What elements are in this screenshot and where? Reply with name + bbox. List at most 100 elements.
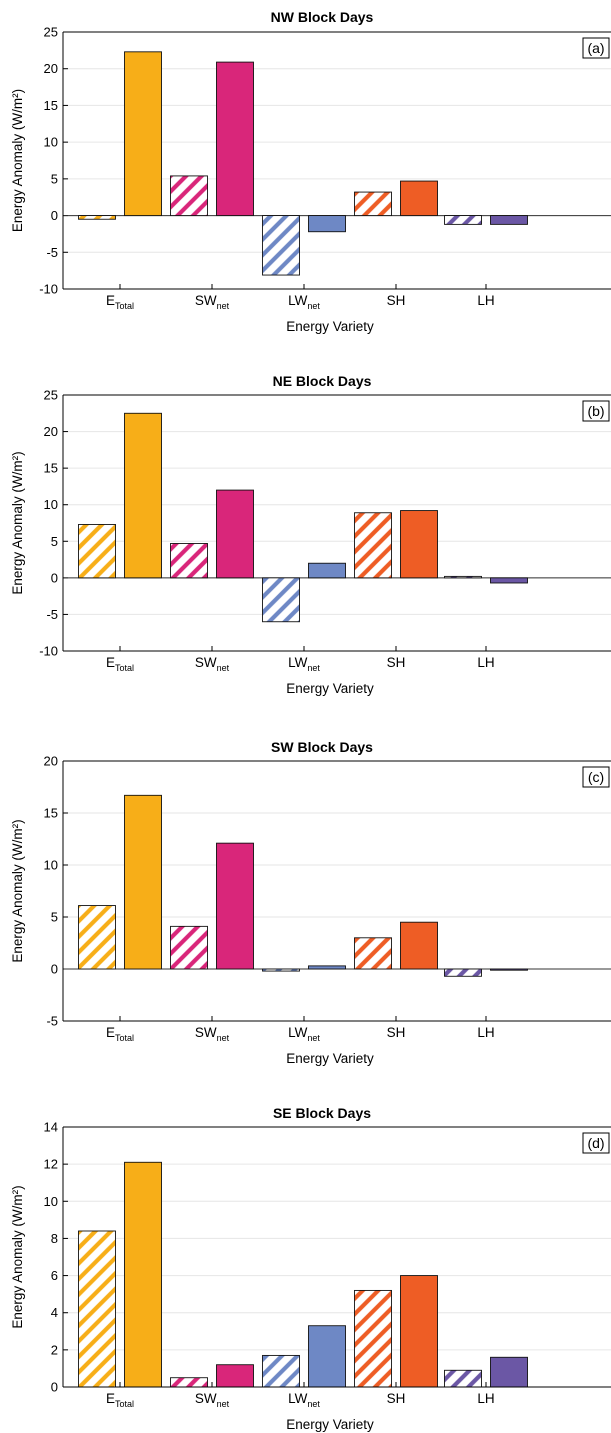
y-axis-label: Energy Anomaly (W/m²)	[10, 819, 25, 962]
category-label-main: E	[106, 655, 115, 670]
category-label-main: LH	[477, 1025, 494, 1040]
y-axis-label: Energy Anomaly (W/m²)	[10, 451, 25, 594]
solid-bar-lh	[490, 577, 528, 584]
panel-label-box	[582, 1132, 610, 1154]
y-tick-label: 10	[44, 135, 58, 150]
category-label-lh: LH	[477, 1025, 494, 1040]
y-tick-label: 15	[44, 98, 58, 113]
category-label-e: ETotal	[106, 1391, 134, 1409]
y-tick-label: 25	[44, 388, 58, 403]
category-label-lw: LWnet	[288, 655, 320, 673]
y-tick-label: 5	[51, 171, 58, 186]
category-label-lw: LWnet	[288, 1025, 320, 1043]
y-tick-label: 12	[44, 1157, 58, 1172]
category-label-main: LW	[288, 1025, 308, 1040]
panel-label-box	[582, 37, 610, 59]
solid-bar-sh	[400, 1275, 438, 1388]
category-label-main: LW	[288, 293, 308, 308]
category-label-sh: SH	[387, 293, 406, 308]
solid-bar-e	[124, 412, 162, 579]
y-tick-label: 10	[44, 497, 58, 512]
solid-bar-sh	[400, 921, 438, 970]
y-tick-label: 20	[44, 424, 58, 439]
category-label-sub: net	[217, 301, 230, 311]
solid-bar-sh	[400, 180, 438, 217]
panel-label: (a)	[587, 40, 604, 56]
hatched-bar-sh	[354, 512, 392, 579]
panel-title: SE Block Days	[273, 1105, 371, 1121]
category-label-main: LW	[288, 1391, 308, 1406]
category-label-sub: net	[307, 663, 320, 673]
solid-bar-lw	[308, 965, 346, 970]
category-label-main: E	[106, 293, 115, 308]
category-label-sw: SWnet	[195, 1391, 230, 1409]
y-tick-label: -10	[39, 644, 58, 659]
y-axis-label: Energy Anomaly (W/m²)	[10, 1185, 25, 1328]
y-tick-label: 8	[51, 1231, 58, 1246]
category-label-sh: SH	[387, 655, 406, 670]
y-tick-label: -5	[46, 607, 58, 622]
hatched-bar-e	[78, 1230, 116, 1388]
hatched-bar-sh	[354, 1289, 392, 1388]
solid-bar-lh	[490, 1356, 528, 1388]
x-axis-label: Energy Variety	[286, 681, 374, 696]
y-tick-label: 0	[51, 1380, 58, 1395]
hatched-bar-sh	[354, 937, 392, 970]
y-tick-label: 10	[44, 858, 58, 873]
category-label-main: SW	[195, 293, 217, 308]
solid-bar-lh	[490, 215, 528, 225]
hatched-bar-lh	[444, 968, 482, 977]
category-label-sub: Total	[115, 301, 134, 311]
category-label-lh: LH	[477, 655, 494, 670]
solid-bar-sh	[400, 510, 438, 579]
category-label-sh: SH	[387, 1391, 406, 1406]
solid-bar-lh	[490, 968, 528, 971]
category-label-sw: SWnet	[195, 655, 230, 673]
solid-bar-lw	[308, 1325, 346, 1388]
category-label-lh: LH	[477, 293, 494, 308]
x-axis-label: Energy Variety	[286, 319, 374, 334]
category-label-sub: Total	[115, 1033, 134, 1043]
y-tick-label: 14	[44, 1120, 58, 1135]
hatched-bar-lw	[262, 1354, 300, 1388]
category-label-sw: SWnet	[195, 293, 230, 311]
category-label-main: SW	[195, 655, 217, 670]
solid-bar-sw	[216, 489, 254, 579]
category-label-sub: Total	[115, 1399, 134, 1409]
category-label-main: SW	[195, 1391, 217, 1406]
category-label-main: SH	[387, 1391, 406, 1406]
category-label-main: E	[106, 1391, 115, 1406]
solid-bar-sw	[216, 842, 254, 970]
hatched-bar-e	[78, 905, 116, 970]
hatched-bar-sw	[170, 925, 208, 970]
category-label-e: ETotal	[106, 1025, 134, 1043]
hatched-bar-lw	[262, 215, 300, 276]
x-axis-label: Energy Variety	[286, 1417, 374, 1432]
y-tick-label: 15	[44, 461, 58, 476]
category-label-sub: Total	[115, 663, 134, 673]
category-label-sw: SWnet	[195, 1025, 230, 1043]
category-label-main: LW	[288, 655, 308, 670]
category-label-main: LH	[477, 655, 494, 670]
category-label-sub: net	[307, 1399, 320, 1409]
category-label-sub: net	[217, 1399, 230, 1409]
category-label-main: SH	[387, 1025, 406, 1040]
category-label-main: LH	[477, 293, 494, 308]
y-tick-label: -5	[46, 245, 58, 260]
hatched-bar-e	[78, 215, 116, 220]
y-tick-label: 0	[51, 962, 58, 977]
panel-label: (d)	[587, 1135, 604, 1151]
hatched-bar-e	[78, 524, 116, 579]
solid-bar-e	[124, 51, 162, 217]
panel-label: (c)	[588, 769, 604, 785]
category-label-e: ETotal	[106, 293, 134, 311]
solid-bar-lw	[308, 215, 346, 233]
hatched-bar-lh	[444, 215, 482, 225]
y-tick-label: 0	[51, 570, 58, 585]
category-label-main: SW	[195, 1025, 217, 1040]
category-label-sub: net	[217, 1033, 230, 1043]
hatched-bar-sh	[354, 191, 392, 217]
panel-label-box	[582, 400, 610, 422]
